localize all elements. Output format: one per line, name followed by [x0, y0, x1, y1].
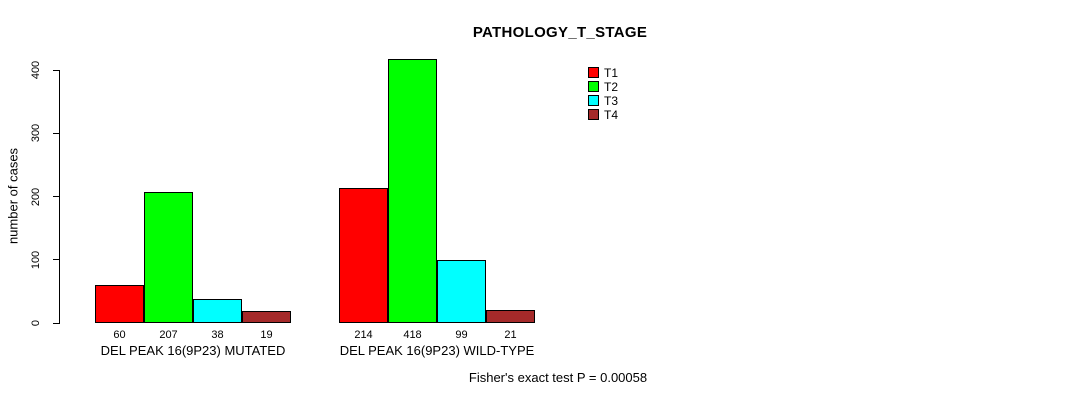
group-label-wild-type: DEL PEAK 16(9P23) WILD-TYPE: [339, 343, 535, 358]
y-tick-label: 200: [30, 187, 42, 206]
bar-t3-mutated: [193, 298, 242, 323]
bar-value-label: 60: [113, 329, 126, 341]
y-tick-mark: [53, 132, 60, 134]
y-tick-label: 400: [30, 60, 42, 80]
y-tick-label: 100: [30, 250, 42, 269]
bar-t1-mutated: [95, 285, 144, 323]
legend-label-t3: T3: [604, 93, 619, 108]
y-tick-mark: [53, 69, 60, 71]
bar-value-label: 418: [403, 329, 422, 341]
bar-value-label: 38: [211, 329, 224, 341]
y-tick-label: 300: [30, 124, 42, 143]
fisher-test-annotation: Fisher's exact test P = 0.00058: [468, 370, 648, 385]
bar-value-label: 214: [354, 329, 373, 341]
bar-value-label: 207: [159, 329, 178, 341]
legend-swatch-t4: [588, 109, 599, 120]
legend-swatch-t3: [588, 95, 599, 106]
y-tick-mark: [53, 259, 60, 261]
bar-value-label: 21: [504, 329, 517, 341]
bar-t3-wild-type: [437, 260, 486, 323]
bar-t4-wild-type: [486, 309, 535, 323]
legend-swatch-t1: [588, 67, 599, 78]
bar-value-label: 19: [260, 329, 273, 341]
bar-t4-mutated: [242, 310, 291, 323]
legend-label-t2: T2: [604, 79, 619, 94]
legend-swatch-t2: [588, 81, 599, 92]
y-tick-label: 0: [30, 319, 42, 327]
bar-value-label: 99: [455, 329, 468, 341]
legend-label-t1: T1: [604, 65, 619, 80]
legend-label-t4: T4: [604, 107, 619, 122]
y-axis-line: [59, 70, 60, 324]
y-axis-label: number of cases: [5, 147, 21, 245]
y-tick-mark: [53, 322, 60, 324]
bar-t1-wild-type: [339, 187, 388, 323]
group-label-mutated: DEL PEAK 16(9P23) MUTATED: [100, 343, 286, 358]
y-tick-mark: [53, 196, 60, 197]
chart-title: PATHOLOGY_T_STAGE: [472, 24, 648, 41]
bar-t2-wild-type: [388, 58, 437, 323]
bar-t2-mutated: [144, 192, 193, 323]
